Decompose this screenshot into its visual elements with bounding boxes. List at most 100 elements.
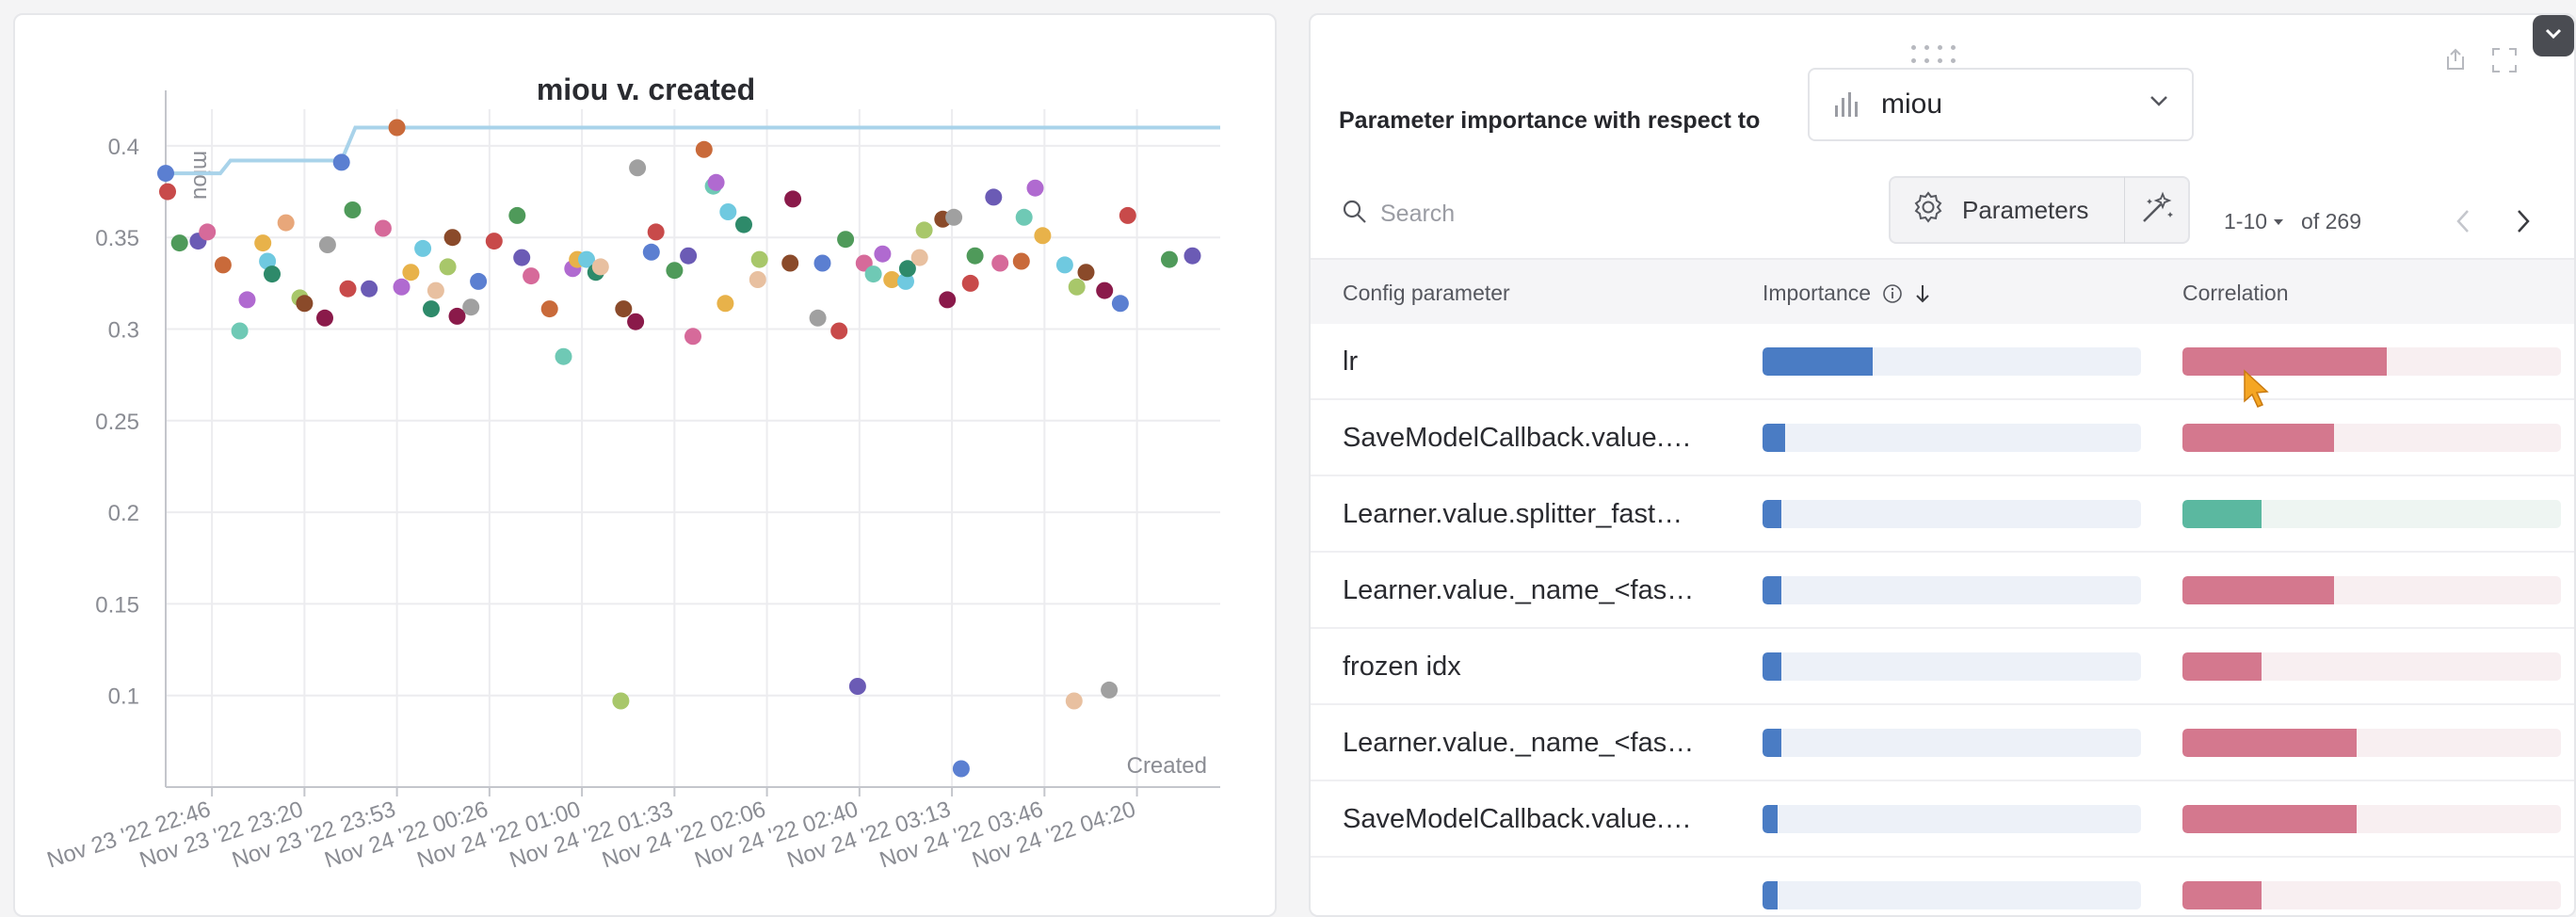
data-point — [159, 183, 176, 201]
search-field[interactable] — [1343, 200, 1663, 229]
data-point — [555, 347, 572, 365]
chevron-down-icon — [2149, 94, 2169, 112]
share-icon[interactable] — [2444, 47, 2467, 78]
data-point — [848, 678, 866, 695]
correlation-bar — [2182, 881, 2561, 909]
data-point — [1183, 247, 1201, 265]
parameters-button-label: Parameters — [1962, 195, 2089, 224]
y-tick-label: 0.1 — [108, 684, 139, 710]
table-row[interactable]: Learner.value._name_<fas… — [1311, 553, 2574, 629]
data-point — [1026, 179, 1044, 197]
table-row[interactable] — [1311, 858, 2574, 915]
data-point — [238, 291, 256, 309]
data-point — [813, 254, 831, 272]
data-point — [1101, 681, 1119, 699]
parameter-name: Learner.value._name_<fas… — [1343, 728, 1695, 758]
data-point — [874, 245, 892, 263]
importance-bar — [1763, 424, 2141, 452]
caret-down-icon — [2274, 218, 2284, 225]
data-point — [642, 243, 660, 261]
data-point — [388, 119, 406, 137]
correlation-bar — [2182, 347, 2561, 376]
correlation-bar — [2182, 500, 2561, 528]
data-point — [781, 254, 799, 272]
data-point — [966, 247, 984, 265]
data-point — [462, 298, 480, 316]
data-point — [214, 256, 232, 274]
data-point — [578, 250, 595, 268]
search-input[interactable] — [1380, 201, 1663, 228]
next-page-button[interactable] — [2512, 206, 2535, 241]
y-tick-label: 0.4 — [108, 135, 139, 160]
data-point — [1065, 692, 1083, 710]
table-row[interactable]: frozen idx — [1311, 629, 2574, 705]
best-value-line — [166, 125, 1220, 176]
chevron-right-icon — [2518, 210, 2530, 233]
chevron-left-icon — [2456, 210, 2469, 233]
parameters-button[interactable]: Parameters — [1889, 176, 2126, 244]
correlation-bar-fill — [2182, 500, 2262, 528]
importance-bar — [1763, 881, 2141, 909]
table-row[interactable]: SaveModelCallback.value.… — [1311, 400, 2574, 476]
table-row[interactable]: Learner.value.splitter_fast… — [1311, 476, 2574, 553]
data-point — [716, 295, 734, 313]
chart-panel: miou v. created 0.1 0.15 0.2 0.25 0.3 0.35 0.4 N… — [13, 13, 1277, 917]
drag-handle[interactable] — [1911, 45, 1958, 68]
bar-chart-icon — [1834, 88, 1860, 121]
table-row[interactable]: lr — [1311, 324, 2574, 400]
column-config-parameter[interactable]: Config parameter — [1343, 281, 1510, 305]
page-range: 1-10 — [2224, 209, 2268, 233]
fullscreen-icon[interactable] — [2491, 47, 2518, 78]
data-point — [680, 247, 698, 265]
data-point — [666, 262, 684, 280]
page-total: of 269 — [2301, 209, 2361, 233]
correlation-bar — [2182, 805, 2561, 833]
parameter-name: SaveModelCallback.value.… — [1343, 804, 1692, 834]
data-point — [749, 271, 766, 288]
importance-bar-fill — [1763, 652, 1782, 681]
data-point — [735, 216, 752, 233]
x-axis-label: Created — [1127, 753, 1207, 779]
y-tick-label: 0.25 — [95, 410, 139, 435]
data-point — [629, 159, 647, 177]
data-point — [1161, 250, 1178, 268]
table-row[interactable]: Learner.value._name_<fas… — [1311, 705, 2574, 781]
data-point — [344, 201, 362, 218]
table-row[interactable]: SaveModelCallback.value.… — [1311, 781, 2574, 858]
y-tick-label: 0.3 — [108, 318, 139, 344]
sort-descending-icon[interactable] — [1914, 283, 1931, 304]
data-point — [750, 250, 768, 268]
panel-title: Parameter importance with respect to — [1339, 107, 1761, 134]
data-point — [170, 234, 188, 252]
data-point — [915, 221, 933, 239]
data-point — [254, 234, 272, 252]
metric-select[interactable]: miou — [1808, 68, 2194, 141]
data-point — [296, 295, 314, 313]
correlation-bar-fill — [2182, 805, 2357, 833]
data-point — [374, 219, 392, 237]
data-point — [259, 252, 277, 270]
data-point — [591, 258, 609, 276]
data-point — [1015, 208, 1033, 226]
importance-bar-fill — [1763, 576, 1782, 604]
column-correlation[interactable]: Correlation — [2182, 281, 2289, 305]
previous-page-button[interactable] — [2452, 206, 2474, 241]
data-point — [1055, 256, 1073, 274]
data-point — [1111, 295, 1129, 313]
column-importance[interactable]: Importance — [1763, 281, 1931, 306]
data-point — [316, 309, 333, 327]
gear-icon — [1911, 190, 1945, 231]
magic-wand-button[interactable] — [2124, 176, 2190, 244]
collapse-button[interactable] — [2533, 15, 2574, 56]
parameter-importance-panel: Parameter importance with respect to mio… — [1309, 13, 2576, 917]
page-size-select[interactable]: 1-10 — [2224, 209, 2284, 234]
importance-bar-fill — [1763, 881, 1779, 909]
importance-bar-fill — [1763, 805, 1779, 833]
data-point — [485, 233, 503, 250]
data-point — [513, 249, 531, 266]
y-tick-label: 0.2 — [108, 501, 139, 526]
importance-bar — [1763, 576, 2141, 604]
data-point — [427, 282, 444, 299]
info-icon[interactable] — [1882, 283, 1903, 304]
correlation-bar — [2182, 729, 2561, 757]
